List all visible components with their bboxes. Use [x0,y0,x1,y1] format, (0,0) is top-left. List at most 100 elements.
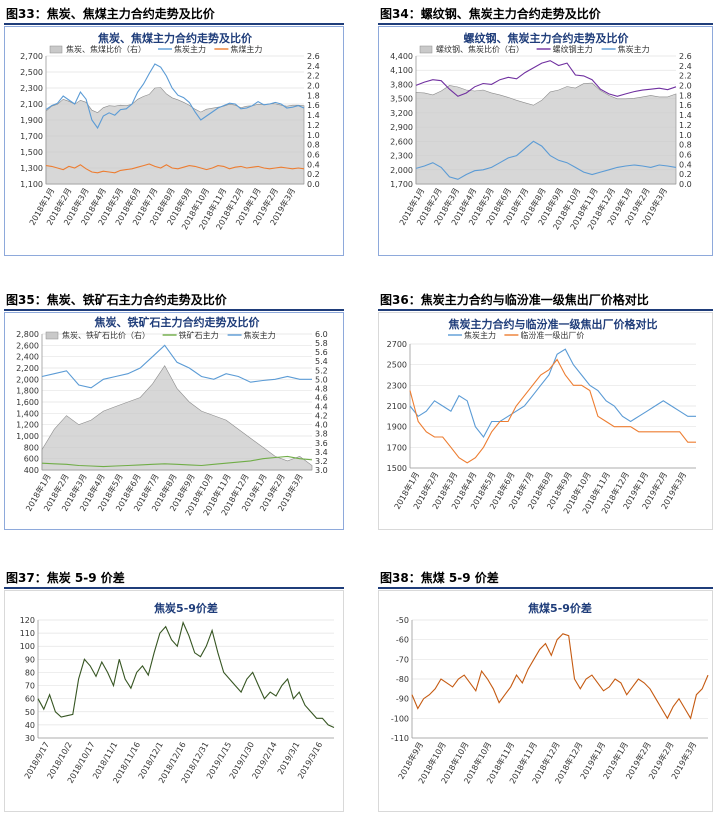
y2-tick-label: 2.2 [679,72,692,81]
y2-tick-label: 4.2 [315,412,328,421]
ratio-area [41,365,313,471]
y-tick-label: -80 [396,675,409,684]
y-tick-label: 1,200 [16,421,39,430]
y2-tick-label: 0.6 [307,150,320,159]
y-tick-label: 2,600 [16,341,39,350]
y2-tick-label: 2.6 [679,52,692,61]
y-tick-label: 2100 [387,402,407,411]
legend-label: 螺纹钢主力 [553,44,593,54]
y-tick-label: 50 [25,708,35,717]
figure-33-title: 图33：焦炭、焦煤主力合约走势及比价 [6,7,215,21]
y2-tick-label: 1.6 [307,101,320,110]
chart-title: 焦炭、铁矿石主力合约走势及比价 [94,315,261,329]
y2-tick-label: 1.2 [679,121,692,130]
legend-label: 铁矿石主力 [179,330,219,340]
figure-37-chart: 304050607080901001101202018/9/172018/10/… [4,590,344,812]
chart-title: 焦炭、焦煤主力合约走势及比价 [97,31,253,45]
y-tick-label: 1,100 [20,180,43,189]
y2-tick-label: 1.4 [679,111,692,120]
y2-tick-label: 3.0 [315,466,328,475]
coking-coal-series-line [45,163,305,174]
chart-frame [4,590,344,812]
ratio-area [415,82,677,185]
y2-tick-label: 0.2 [307,170,320,179]
y-tick-label: -90 [396,695,409,704]
spread-series-line [411,633,709,720]
y-tick-label: 2,000 [390,166,413,175]
figure-37-rule [4,587,344,589]
y-tick-label: 2700 [387,340,407,349]
chart-title: 螺纹钢、焦炭主力合约走势及比价 [464,31,630,45]
y2-tick-label: 0.4 [307,160,320,169]
y-tick-label: 1,300 [20,164,43,173]
y2-tick-label: 4.8 [315,384,328,393]
y2-tick-label: 0.8 [679,141,692,150]
y2-tick-label: 0.0 [307,180,320,189]
y2-tick-label: 1.8 [679,91,692,100]
y-tick-label: 2,000 [16,375,39,384]
figure-36-rule [378,309,713,311]
y-tick-label: 100 [20,642,35,651]
y-tick-label: 1700 [387,443,407,452]
figure-34-rule [378,23,713,25]
y2-tick-label: 0.8 [307,141,320,150]
y-tick-label: 40 [25,721,35,730]
chart-title: 焦炭主力合约与临汾准一级焦出厂价格对比 [448,317,658,331]
chart-title: 焦炭5-9价差 [153,601,218,615]
y2-tick-label: 1.6 [679,101,692,110]
chart-frame [378,26,713,256]
spread-series-line [37,620,335,729]
y2-tick-label: 0.0 [679,180,692,189]
y-tick-label: 1,600 [16,398,39,407]
y2-tick-label: 2.6 [307,52,320,61]
figure-34-chart: 1,700 2,000 2,300 2,600 2,900 3,200 3,500 3,800… [378,26,713,256]
y-tick-label: 1,400 [16,409,39,418]
y-tick-label: 30 [25,734,35,743]
figure-38-chart: -110-100-90-80-70-60-502018年9月2018年10月20… [378,590,713,812]
figure-35-chart: 400 600 800 1,000 1,200 1,400 1,600 1,800 2,000 2… [4,312,344,530]
figure-37-title: 图37：焦炭 5-9 价差 [6,571,125,585]
coke-series-line [41,344,312,389]
y-tick-label: 2,300 [390,152,413,161]
y2-tick-label: 2.0 [679,82,692,91]
chart-frame [4,312,344,530]
figure-38-rule [378,587,713,589]
y-tick-label: 120 [20,616,35,625]
y2-tick-label: 5.6 [315,348,328,357]
legend-label: 焦炭主力 [244,330,276,340]
y-tick-label: 3,800 [390,80,413,89]
chart-frame [4,26,344,256]
y-tick-label: -110 [391,734,409,743]
figure-36-chart: 15001700190021002300250027002018年1月2018年… [378,312,713,530]
y2-tick-label: 2.4 [679,62,692,71]
legend-label: 焦煤主力 [230,44,262,54]
y2-tick-label: 0.2 [679,170,692,179]
y-tick-label: 3,500 [390,95,413,104]
y2-tick-label: 1.2 [307,121,320,130]
coke-series-line [409,348,696,439]
y-tick-label: -70 [396,655,409,664]
figure-38-title: 图38：焦煤 5-9 价差 [380,571,499,585]
legend-label: 焦炭、焦煤比价（右） [66,44,146,54]
y2-tick-label: 1.8 [307,91,320,100]
linfen-series-line [409,358,696,464]
x-tick-label: 2019/3/1 [276,741,302,777]
legend-label: 临汾准一级出厂价 [520,330,584,340]
y-tick-label: 1900 [387,423,407,432]
y-tick-label: 2,200 [16,364,39,373]
y2-tick-label: 2.2 [307,72,320,81]
y-tick-label: 2,800 [16,330,39,339]
y2-tick-label: 4.6 [315,393,328,402]
y-tick-label: 60 [25,695,35,704]
y2-tick-label: 5.4 [315,357,328,366]
y-tick-label: -60 [396,636,409,645]
ratio-area [45,87,305,185]
y-tick-label: 1500 [387,464,407,473]
y-tick-label: 70 [25,682,35,691]
legend-label: 焦炭主力 [464,330,496,340]
y-tick-label: 2300 [387,381,407,390]
y2-tick-label: 5.2 [315,366,328,375]
figure-36-title: 图36：焦炭主力合约与临汾准一级焦出厂价格对比 [380,293,649,307]
y-tick-label: 1,500 [20,148,43,157]
y2-tick-label: 2.4 [307,62,320,71]
